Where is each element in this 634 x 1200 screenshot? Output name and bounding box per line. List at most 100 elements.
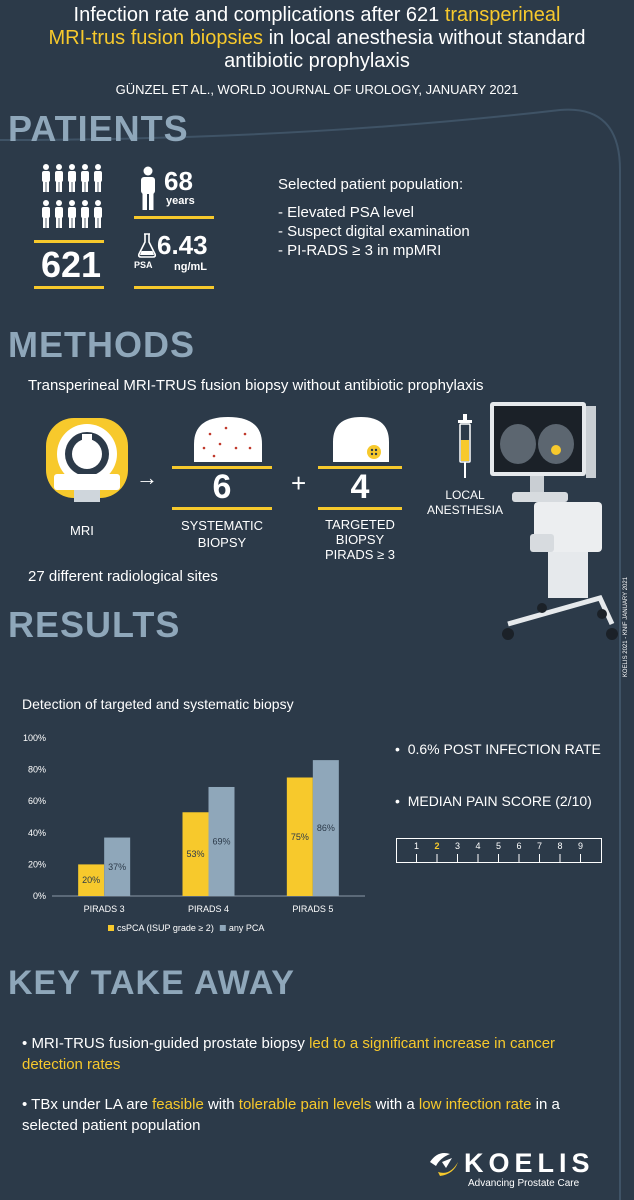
person-icon	[94, 200, 102, 228]
pain-scale-number: 1	[414, 841, 419, 851]
bar	[286, 777, 313, 896]
takeaway-highlight: feasible	[152, 1096, 204, 1113]
criteria-item: - Suspect digital examination	[278, 223, 470, 240]
y-tick-label: 20%	[28, 859, 46, 869]
bar-value-label: 75%	[291, 832, 309, 842]
systematic-label-line: BIOPSY	[197, 535, 247, 550]
methods-heading: METHODS	[8, 324, 195, 365]
systematic-map-icon	[194, 417, 262, 462]
mri-label: MRI	[70, 523, 94, 538]
targeted-label-line: BIOPSY	[335, 532, 385, 547]
bar	[78, 864, 105, 896]
person-icon	[55, 200, 63, 228]
citation: GÜNZEL ET AL., WORLD JOURNAL OF UROLOGY,…	[115, 82, 519, 97]
methods-subtitle: Transperineal MRI-TRUS fusion biopsy wit…	[28, 377, 484, 394]
bar	[104, 837, 131, 896]
mri-scanner-icon	[46, 418, 128, 502]
y-tick-label: 80%	[28, 765, 46, 775]
takeaway-text: with a	[371, 1096, 419, 1113]
age-unit: years	[166, 195, 195, 207]
criteria-item: - Elevated PSA level	[278, 204, 414, 221]
y-tick-label: 40%	[28, 828, 46, 838]
targeted-count: 4	[350, 468, 370, 506]
bar-value-label: 20%	[82, 875, 100, 885]
pain-scale-number: 3	[455, 841, 460, 851]
biopsy-site-dot	[234, 446, 238, 450]
divider	[318, 507, 402, 510]
stat-infection: • 0.6% POST INFECTION RATE	[395, 741, 601, 757]
pain-scale-number: 7	[537, 841, 542, 851]
systematic-label: SYSTEMATIC BIOPSY	[166, 517, 278, 551]
sites-text: 27 different radiological sites	[28, 568, 218, 585]
title-text: in local anesthesia without standard	[263, 27, 586, 49]
pain-scale-number: 4	[475, 841, 480, 851]
ultrasound-cart-icon	[490, 402, 618, 640]
divider	[134, 216, 214, 219]
y-tick-label: 100%	[23, 733, 46, 743]
people-group-icon	[42, 164, 102, 228]
vertical-note-wrap: KOELIS 2021 - KNIF JANUARY 2021	[618, 560, 632, 700]
biopsy-site-dot	[208, 432, 212, 436]
targeted-map-icon	[333, 417, 389, 462]
bar	[182, 812, 209, 896]
person-icon	[42, 200, 50, 228]
detection-bar-chart: 0% 20% 40% 60% 80% 100% 20% 37% PIRADS 3 53% 69% PI…	[23, 733, 365, 933]
psa-value: 6.43	[157, 230, 208, 260]
pain-scale-frame	[396, 838, 602, 863]
title-highlight: MRI-trus fusion biopsies	[48, 27, 264, 49]
pain-scale-number: 6	[516, 841, 521, 851]
selection-title: Selected patient population:	[278, 176, 464, 193]
age-value: 68	[164, 166, 193, 196]
divider	[172, 507, 272, 510]
psa-unit: ng/mL	[174, 261, 207, 273]
criteria-item: - PI-RADS ≥ 3 in mpMRI	[278, 242, 442, 259]
title-highlight: transperineal	[444, 4, 561, 26]
vertical-note: KOELIS 2021 - KNIF JANUARY 2021	[623, 576, 629, 678]
person-icon	[141, 166, 155, 210]
person-icon	[68, 164, 76, 192]
legend-label: any PCA	[229, 923, 265, 933]
divider	[172, 466, 272, 469]
brand-tagline: Advancing Prostate Care	[468, 1178, 580, 1189]
targeted-label: TARGETED BIOPSY PIRADS ≥ 3	[308, 517, 412, 562]
stat-pain-text: MEDIAN PAIN SCORE (2/10)	[407, 793, 592, 809]
person-icon	[81, 200, 89, 228]
anesthesia-label-line: LOCAL	[445, 488, 485, 502]
divider	[318, 466, 402, 469]
brand-name: KOELIS	[464, 1148, 595, 1178]
systematic-label-line: SYSTEMATIC	[180, 518, 264, 533]
patient-count: 621	[40, 244, 102, 285]
bar-value-label: 53%	[186, 849, 204, 859]
pain-scale-number: 8	[557, 841, 562, 851]
takeaway-text: in a selected patient population	[22, 1096, 560, 1134]
pain-scale-number: 9	[578, 841, 583, 851]
criteria-list: - Elevated PSA level - Suspect digital e…	[278, 203, 470, 260]
person-icon	[81, 164, 89, 192]
x-tick-label: PIRADS 4	[188, 904, 229, 914]
systematic-count: 6	[212, 468, 232, 506]
biopsy-site-dot	[243, 432, 247, 436]
takeaway-highlight: low infection rate	[418, 1096, 532, 1113]
person-icon	[55, 164, 63, 192]
title-text: Infection rate and complications after 6…	[73, 4, 445, 26]
bullet: •	[395, 741, 400, 757]
bar-value-label: 37%	[108, 862, 126, 872]
anesthesia-label: LOCAL ANESTHESIA	[420, 488, 510, 518]
flask-icon	[137, 233, 157, 258]
takeaway-heading: KEY TAKE AWAY	[8, 964, 295, 1002]
bar-value-label: 86%	[317, 823, 335, 833]
biopsy-site-dot	[224, 426, 228, 430]
takeaway-bullet-2: • TBx under LA are feasible with tolerab…	[22, 1094, 592, 1136]
pain-scale-number: 5	[496, 841, 501, 851]
legend-swatch	[219, 925, 226, 931]
plus-sign: +	[291, 468, 307, 498]
y-tick-label: 60%	[28, 796, 46, 806]
takeaway-highlight: tolerable pain levels	[238, 1096, 372, 1113]
psa-label: PSA	[134, 260, 153, 270]
syringe-icon	[458, 414, 472, 478]
legend-label: csPCA (ISUP grade ≥ 2)	[117, 923, 214, 933]
biopsy-site-dot	[202, 446, 206, 450]
x-tick-label: PIRADS 5	[292, 904, 333, 914]
bar	[208, 786, 235, 896]
